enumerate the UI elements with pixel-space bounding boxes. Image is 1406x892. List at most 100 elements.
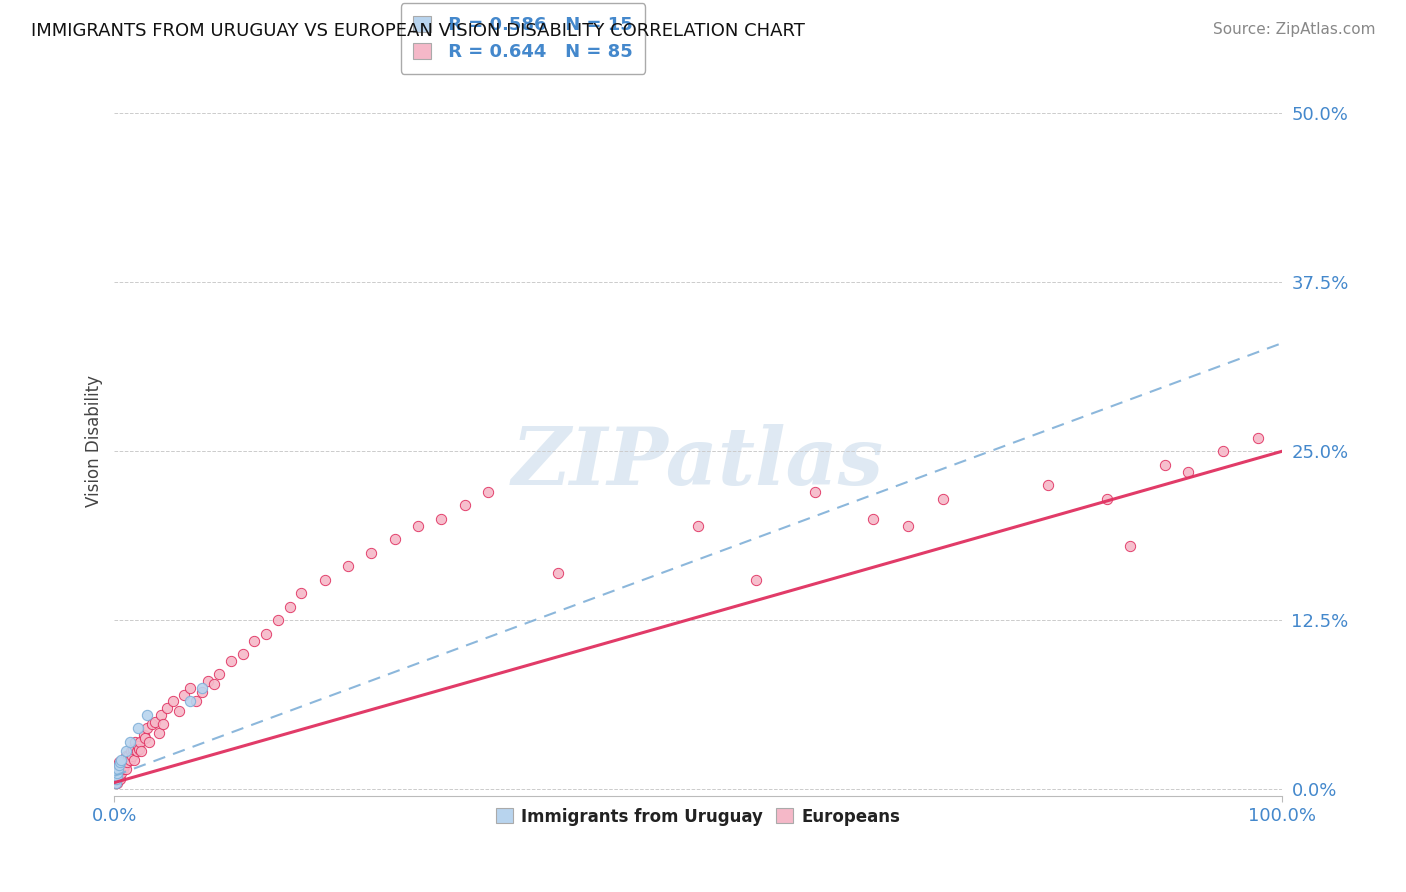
Point (1119, 539, 1142, 553)
Point (104, 762, 127, 776)
Point (202, 677, 225, 691)
Point (115, 744, 138, 758)
Point (430, 512, 453, 526)
Point (105, 775, 128, 789)
Point (115, 762, 138, 776)
Point (547, 566, 569, 580)
Point (104, 775, 127, 789)
Point (179, 681, 201, 695)
Point (290, 586, 312, 600)
Point (219, 654, 242, 668)
Point (104, 769, 127, 783)
Point (134, 731, 156, 745)
Point (104, 772, 127, 786)
Point (127, 739, 149, 753)
Point (108, 762, 131, 776)
Point (121, 748, 143, 763)
Point (127, 722, 149, 736)
Point (453, 499, 475, 513)
Point (118, 735, 141, 749)
Y-axis label: Vision Disability: Vision Disability (86, 376, 103, 508)
Point (110, 753, 132, 767)
Point (150, 708, 173, 723)
Point (107, 762, 129, 776)
Point (117, 748, 139, 763)
Point (138, 735, 160, 749)
Point (104, 766, 127, 780)
Point (136, 722, 159, 736)
Point (132, 728, 155, 742)
Point (105, 772, 128, 786)
Text: IMMIGRANTS FROM URUGUAY VS EUROPEAN VISION DISABILITY CORRELATION CHART: IMMIGRANTS FROM URUGUAY VS EUROPEAN VISI… (31, 22, 804, 40)
Point (897, 518, 920, 533)
Point (129, 744, 152, 758)
Point (104, 772, 127, 786)
Point (124, 735, 146, 749)
Point (167, 704, 190, 718)
Point (179, 694, 201, 708)
Point (112, 756, 135, 770)
Point (254, 627, 277, 641)
Point (384, 533, 406, 547)
Point (108, 756, 131, 770)
Point (108, 769, 131, 783)
Point (932, 491, 955, 506)
Point (156, 701, 179, 715)
Point (143, 714, 166, 729)
Point (111, 762, 134, 776)
Point (686, 518, 709, 533)
Point (105, 762, 128, 776)
Point (122, 753, 145, 767)
Point (107, 772, 129, 786)
Point (128, 741, 150, 756)
Point (173, 688, 195, 702)
Point (1154, 458, 1177, 472)
Point (110, 762, 132, 776)
Point (105, 766, 128, 780)
Point (197, 674, 219, 689)
Point (477, 484, 499, 499)
Point (118, 753, 141, 767)
Point (1177, 465, 1199, 479)
Point (110, 766, 132, 780)
Point (108, 758, 131, 772)
Point (110, 772, 132, 786)
Point (243, 633, 266, 648)
Point (862, 512, 884, 526)
Point (129, 735, 152, 749)
Text: Source: ZipAtlas.com: Source: ZipAtlas.com (1212, 22, 1375, 37)
Point (232, 647, 254, 661)
Point (136, 708, 159, 723)
Point (107, 766, 129, 780)
Point (1212, 444, 1234, 458)
Point (110, 758, 132, 772)
Point (191, 685, 214, 699)
Point (267, 613, 290, 627)
Point (162, 694, 184, 708)
Point (105, 766, 128, 780)
Point (107, 758, 129, 772)
Point (406, 518, 429, 533)
Point (1038, 478, 1060, 492)
Point (104, 769, 127, 783)
Point (1247, 431, 1270, 445)
Point (125, 744, 148, 758)
Text: ZIPatlas: ZIPatlas (512, 424, 884, 501)
Point (105, 769, 128, 783)
Point (120, 744, 142, 758)
Point (745, 573, 768, 587)
Point (152, 717, 174, 731)
Point (117, 756, 139, 770)
Point (141, 717, 163, 731)
Point (804, 484, 827, 499)
Point (1095, 491, 1118, 506)
Point (114, 758, 136, 772)
Point (336, 559, 359, 574)
Point (104, 775, 127, 789)
Legend: Immigrants from Uruguay, Europeans: Immigrants from Uruguay, Europeans (488, 799, 908, 834)
Point (314, 573, 336, 587)
Point (148, 725, 170, 739)
Point (115, 748, 138, 763)
Point (191, 681, 214, 695)
Point (208, 667, 231, 681)
